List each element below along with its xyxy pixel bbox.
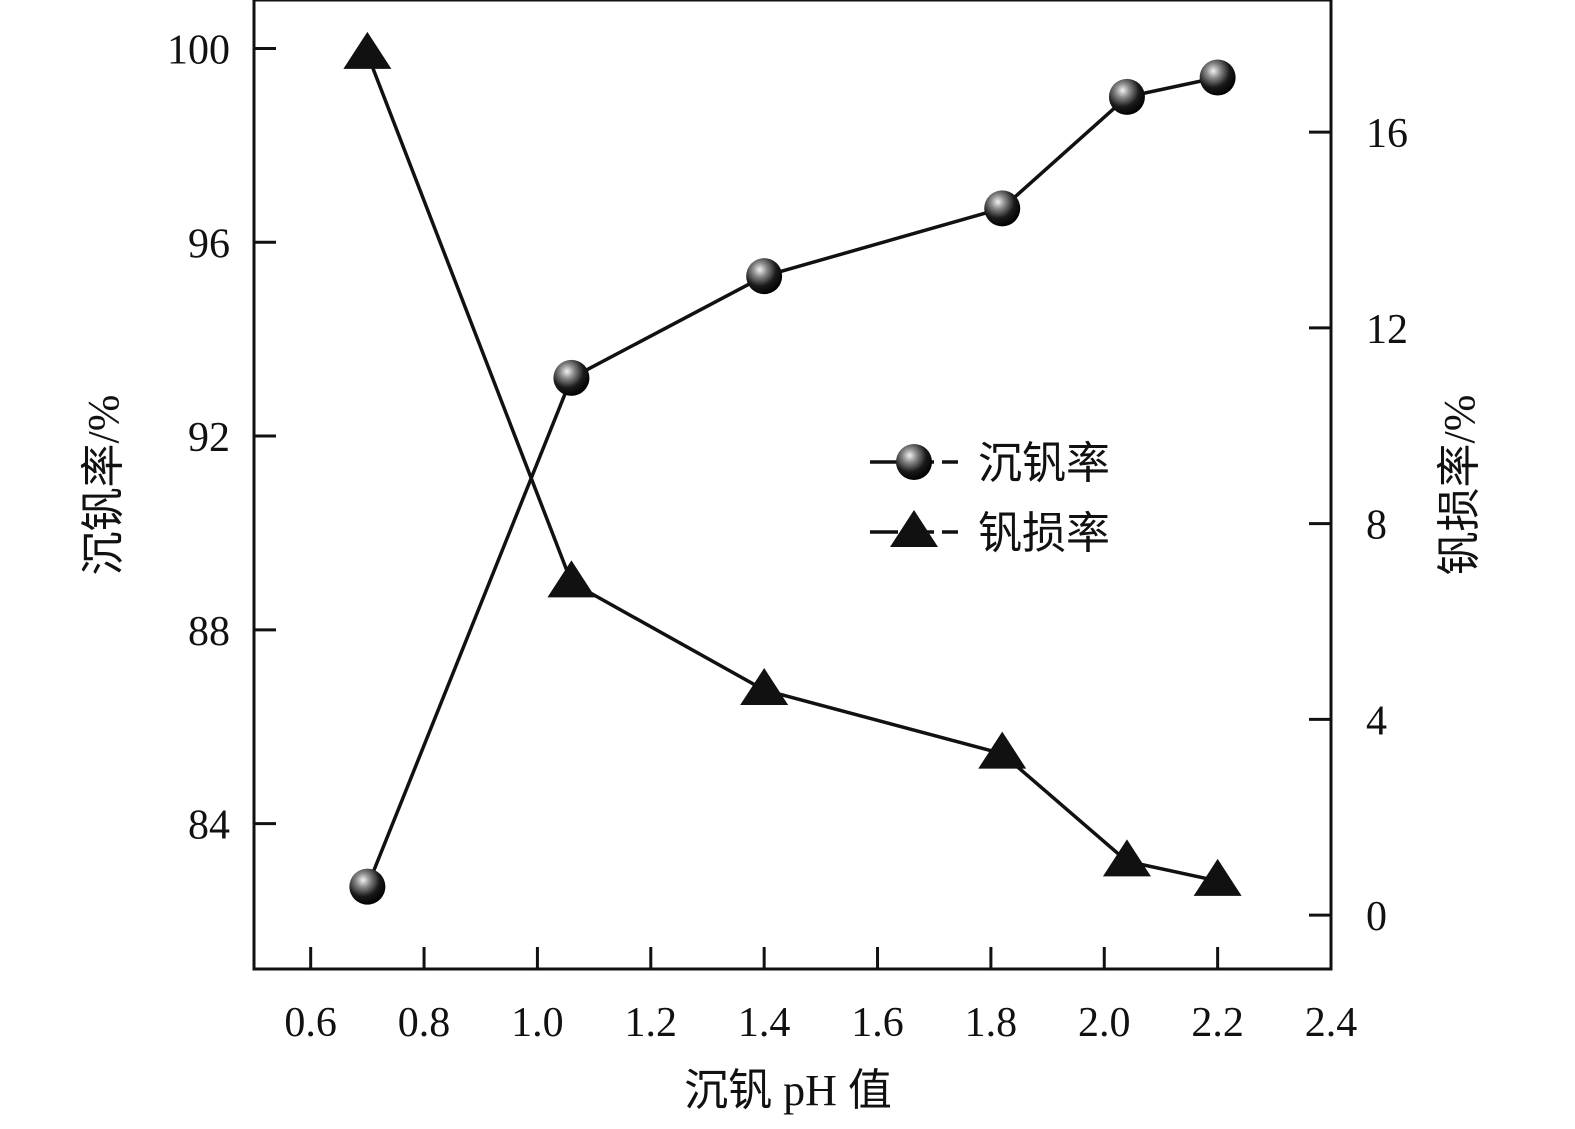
data-point-triangle <box>740 668 789 706</box>
left-y-tick-label: 92 <box>188 415 230 461</box>
data-point-sphere <box>1108 78 1145 115</box>
legend-sphere-marker <box>896 444 932 480</box>
left-y-tick-label: 96 <box>188 221 230 267</box>
data-point-sphere <box>984 190 1021 227</box>
right-y-axis-title: 钒损率/% <box>1435 395 1484 576</box>
x-tick-label: 1.8 <box>965 1000 1018 1046</box>
legend-item-vanadium-loss-rate: 钒损率 <box>870 509 1110 558</box>
x-tick-label: 0.6 <box>284 1000 337 1046</box>
x-tick-label: 1.2 <box>625 1000 678 1046</box>
data-point-triangle <box>1102 839 1151 877</box>
right-y-tick-label: 8 <box>1366 503 1387 549</box>
right-y-tick-label: 4 <box>1366 698 1387 744</box>
legend-item-vanadium-precipitation-rate: 沉钒率 <box>870 439 1110 488</box>
data-point-sphere <box>746 258 783 295</box>
left-y-axis-title: 沉钒率/% <box>79 395 128 576</box>
data-point-sphere <box>349 868 386 905</box>
series-layer <box>343 31 1242 905</box>
right-y-tick-label: 0 <box>1366 894 1387 940</box>
x-axis-ticks: 0.6 0.8 1.0 1.2 1.4 1.6 1.8 2.0 2.2 2.4 <box>284 947 1357 1046</box>
right-y-tick-label: 12 <box>1366 307 1408 353</box>
legend-label-vanadium-precipitation-rate: 沉钒率 <box>978 439 1110 488</box>
left-y-tick-label: 100 <box>167 27 230 73</box>
legend-triangle-marker <box>890 510 938 547</box>
x-tick-label: 2.2 <box>1191 1000 1244 1046</box>
x-tick-label: 1.4 <box>738 1000 791 1046</box>
x-tick-label: 2.0 <box>1078 1000 1131 1046</box>
plot-frame <box>252 0 1333 971</box>
data-point-triangle <box>343 31 392 69</box>
data-point-sphere <box>1199 59 1236 96</box>
legend-label-vanadium-loss-rate: 钒损率 <box>978 509 1110 558</box>
x-tick-label: 1.0 <box>511 1000 564 1046</box>
left-y-tick-label: 84 <box>188 803 230 849</box>
legend: 沉钒率 钒损率 <box>870 439 1110 558</box>
data-point-triangle <box>547 560 596 598</box>
left-y-axis-ticks: 84 88 92 96 100 <box>167 27 276 849</box>
data-point-triangle <box>978 731 1027 769</box>
x-axis-title: 沉钒 pH 值 <box>684 1066 892 1115</box>
data-point-sphere <box>553 359 590 396</box>
left-y-tick-label: 88 <box>188 609 230 655</box>
x-tick-label: 2.4 <box>1305 1000 1358 1046</box>
x-tick-label: 1.6 <box>851 1000 904 1046</box>
data-point-triangle <box>1193 858 1242 896</box>
x-tick-label: 0.8 <box>398 1000 451 1046</box>
right-y-axis-ticks: 0 4 8 12 16 <box>1309 111 1408 940</box>
right-y-tick-label: 16 <box>1366 111 1408 157</box>
